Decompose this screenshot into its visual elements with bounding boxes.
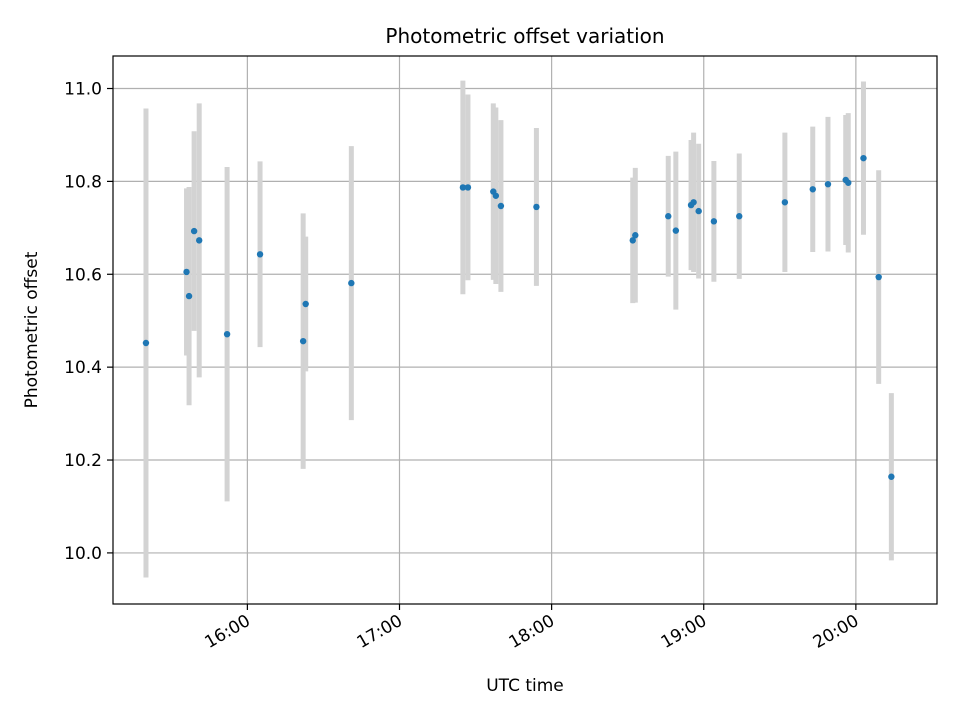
y-axis: 10.0 10.2 10.4 10.6 10.8 11.0 bbox=[64, 80, 113, 564]
data-point bbox=[223, 330, 231, 338]
y-tick-label: 11.0 bbox=[64, 80, 102, 100]
data-point bbox=[809, 186, 816, 193]
y-axis-label: Photometric offset bbox=[22, 251, 42, 408]
data-point bbox=[824, 180, 832, 188]
data-point bbox=[736, 213, 743, 220]
y-tick-label: 10.4 bbox=[64, 358, 102, 378]
grid bbox=[113, 56, 937, 604]
data-point bbox=[459, 184, 467, 191]
data-point bbox=[781, 199, 789, 206]
data-point bbox=[302, 300, 309, 308]
y-tick-label: 10.0 bbox=[64, 544, 102, 564]
data-point bbox=[888, 473, 895, 480]
data-points bbox=[142, 154, 895, 480]
data-point bbox=[256, 251, 264, 258]
chart-title: Photometric offset variation bbox=[385, 24, 664, 48]
data-point bbox=[629, 237, 636, 244]
data-point bbox=[672, 227, 680, 234]
data-point bbox=[190, 227, 198, 235]
data-point bbox=[185, 292, 193, 300]
data-point bbox=[710, 218, 718, 225]
data-point bbox=[860, 154, 867, 162]
data-point bbox=[845, 179, 852, 186]
plot-frame bbox=[112, 55, 938, 605]
data-point bbox=[492, 192, 500, 199]
data-point bbox=[695, 207, 702, 215]
data-point bbox=[665, 213, 672, 220]
data-point bbox=[183, 268, 190, 276]
y-tick-label: 10.6 bbox=[64, 265, 102, 285]
data-point bbox=[348, 279, 355, 287]
data-point bbox=[533, 203, 540, 211]
data-point bbox=[690, 199, 697, 206]
data-point bbox=[875, 273, 882, 281]
data-point bbox=[299, 337, 307, 345]
data-point bbox=[632, 232, 639, 239]
data-point bbox=[497, 202, 505, 210]
y-tick-label: 10.2 bbox=[64, 451, 102, 471]
data-point bbox=[142, 339, 150, 347]
data-point bbox=[464, 184, 472, 191]
data-point bbox=[196, 237, 203, 244]
y-tick-label: 10.8 bbox=[64, 172, 102, 192]
x-axis-label: UTC time bbox=[486, 676, 564, 696]
